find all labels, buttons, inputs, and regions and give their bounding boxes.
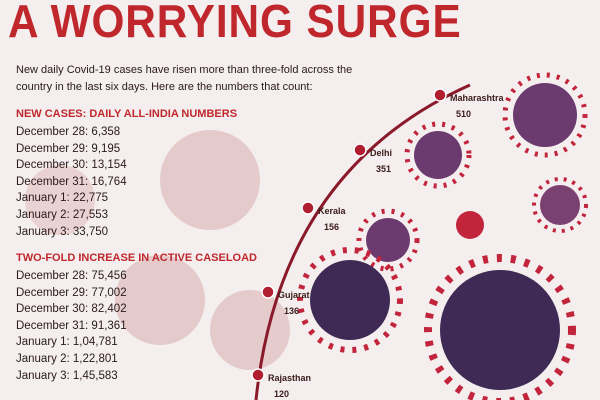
state-dot <box>353 143 367 157</box>
arc <box>254 83 471 400</box>
state-name: Gujarat <box>278 290 310 300</box>
list-item: January 1: 1,04,781 <box>16 336 118 349</box>
virus <box>297 72 588 400</box>
list-item: December 28: 6,358 <box>16 126 121 138</box>
list-item: December 30: 13,154 <box>16 159 127 172</box>
intro-line: New daily Covid-19 cases have risen more… <box>16 64 353 76</box>
state-count: 156 <box>324 222 340 232</box>
list-item: January 2: 1,22,801 <box>16 353 118 365</box>
title: A WORRYING SURGE <box>8 0 462 47</box>
list-item: January 1: 22,775 <box>16 192 109 205</box>
list-item: December 29: 9,195 <box>16 142 121 155</box>
state-name: Maharashtra <box>450 93 504 103</box>
list-item: December 31: 91,361 <box>16 319 127 332</box>
list-item: December 28: 75,456 <box>16 270 127 282</box>
list-item: January 3: 33,750 <box>16 225 109 238</box>
list-item: December 29: 77,002 <box>16 286 127 299</box>
list-item: January 2: 27,553 <box>16 209 109 221</box>
faded-virus <box>25 130 290 370</box>
state-name: Delhi <box>370 148 393 158</box>
section-heading: NEW CASES: DAILY ALL-INDIA NUMBERS <box>16 108 238 120</box>
state-count: 136 <box>284 306 300 316</box>
state-name: Kerala <box>318 206 346 216</box>
state-count: 351 <box>376 164 392 174</box>
state-count: 510 <box>456 109 472 119</box>
state-name: Rajasthan <box>268 373 312 383</box>
section-heading: TWO-FOLD INCREASE IN ACTIVE CASELOAD <box>16 252 257 264</box>
state-dot <box>261 285 275 299</box>
state-count: 120 <box>274 389 290 399</box>
state-dot <box>251 368 265 382</box>
state-dot <box>301 201 315 215</box>
intro-line: country in the last six days. Here are t… <box>16 81 313 93</box>
list-item: December 31: 16,764 <box>16 175 127 188</box>
list-item: December 30: 82,402 <box>16 303 127 316</box>
list-item: January 3: 1,45,583 <box>16 369 118 382</box>
state-dot <box>433 88 447 102</box>
